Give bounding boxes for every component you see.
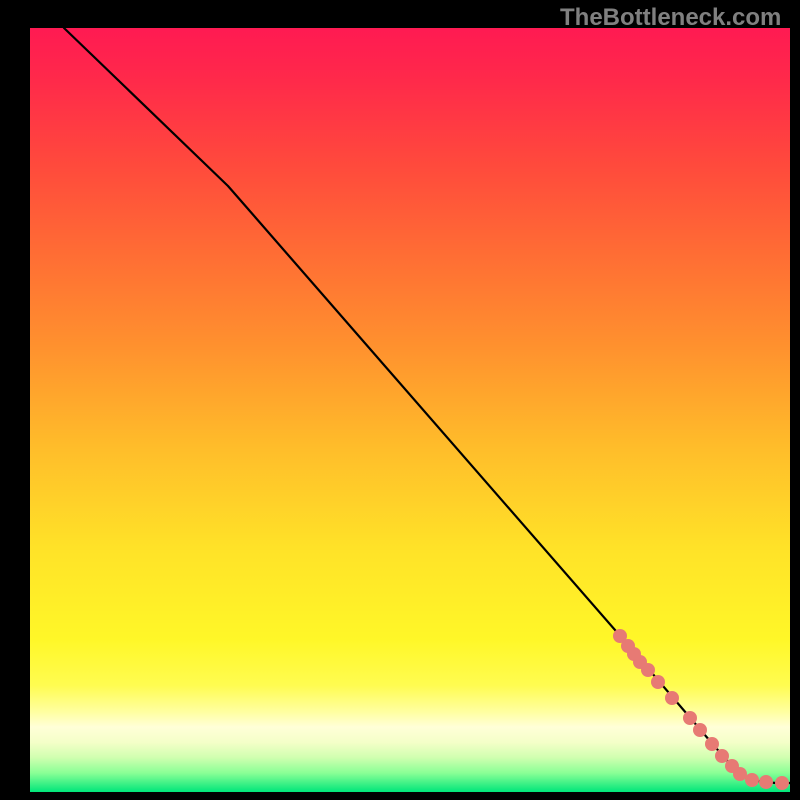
data-point [715,749,729,763]
plot-area [30,28,790,792]
border-right [790,0,800,800]
data-point [705,737,719,751]
data-point [651,675,665,689]
data-point [759,775,773,789]
data-point [693,723,707,737]
border-left [0,0,30,800]
data-point [745,773,759,787]
data-point [683,711,697,725]
bottleneck-curve [64,28,790,783]
data-point [665,691,679,705]
data-point [641,663,655,677]
border-bottom [0,792,800,800]
watermark-text: TheBottleneck.com [560,4,781,32]
data-point [733,767,747,781]
chart-canvas: TheBottleneck.com [0,0,800,800]
chart-overlay-svg [0,0,800,800]
data-point [775,776,789,790]
